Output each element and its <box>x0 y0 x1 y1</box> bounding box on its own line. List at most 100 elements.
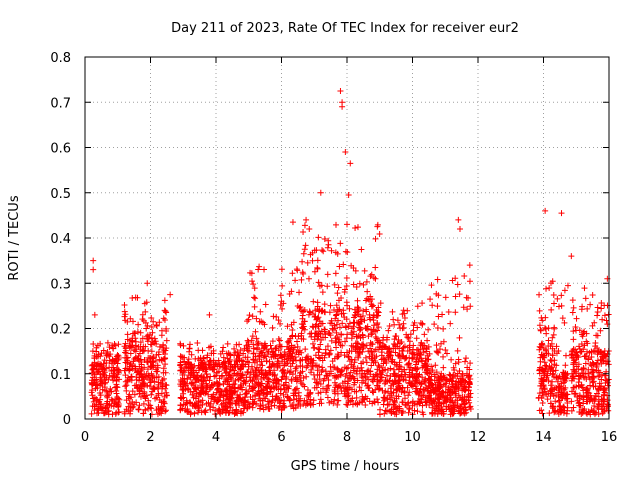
data-point <box>570 328 577 335</box>
data-point <box>336 338 343 345</box>
data-point <box>383 360 390 367</box>
data-point <box>587 382 594 389</box>
data-point <box>372 275 379 282</box>
data-point <box>317 396 324 403</box>
data-point <box>564 282 571 289</box>
data-point <box>296 289 303 296</box>
data-point <box>278 406 285 413</box>
data-point <box>593 409 600 416</box>
data-point <box>310 324 317 331</box>
data-point <box>396 382 403 389</box>
y-tick-label: 0.3 <box>50 277 71 292</box>
data-point <box>319 364 326 371</box>
data-point <box>550 331 557 338</box>
data-point <box>108 396 115 403</box>
data-point <box>224 407 231 414</box>
data-point <box>270 313 277 320</box>
data-point <box>333 329 340 336</box>
data-point <box>433 377 440 384</box>
data-point <box>127 315 134 322</box>
data-point <box>601 352 608 359</box>
data-point <box>89 392 96 399</box>
data-point <box>455 216 462 223</box>
data-point <box>396 353 403 360</box>
data-point <box>362 354 369 361</box>
data-point <box>195 405 202 412</box>
data-point <box>372 371 379 378</box>
data-point <box>350 323 357 330</box>
data-point <box>559 315 566 322</box>
data-point <box>333 321 340 328</box>
data-point <box>337 87 344 94</box>
data-point <box>312 362 319 369</box>
data-point <box>102 405 109 412</box>
data-point <box>391 370 398 377</box>
data-point <box>545 377 552 384</box>
data-point <box>189 402 196 409</box>
data-point <box>396 359 403 366</box>
data-point <box>153 352 160 359</box>
data-point <box>364 395 371 402</box>
data-point <box>218 388 225 395</box>
data-point <box>541 359 548 366</box>
data-point <box>536 370 543 377</box>
data-point <box>246 383 253 390</box>
data-point <box>352 400 359 407</box>
data-point <box>374 320 381 327</box>
data-point <box>578 366 585 373</box>
data-point <box>238 408 245 415</box>
data-point <box>257 397 264 404</box>
data-point <box>384 402 391 409</box>
data-point <box>380 401 387 408</box>
data-point <box>249 404 256 411</box>
data-point <box>162 408 169 415</box>
data-point <box>458 401 465 408</box>
data-point <box>575 343 582 350</box>
data-point <box>413 375 420 382</box>
data-point <box>97 380 104 387</box>
data-point <box>280 369 287 376</box>
data-point <box>163 382 170 389</box>
data-point <box>215 368 222 375</box>
data-point <box>312 330 319 337</box>
data-point <box>332 315 339 322</box>
data-point <box>215 385 222 392</box>
data-point <box>360 342 367 349</box>
data-point <box>132 335 139 342</box>
data-point <box>253 367 260 374</box>
data-point <box>348 329 355 336</box>
data-point <box>435 292 442 299</box>
data-point <box>97 392 104 399</box>
data-point <box>230 381 237 388</box>
data-point <box>342 384 349 391</box>
data-point <box>154 362 161 369</box>
data-point <box>384 408 391 415</box>
data-point <box>393 408 400 415</box>
data-point <box>288 288 295 295</box>
data-point <box>417 352 424 359</box>
data-point <box>262 353 269 360</box>
data-point <box>545 337 552 344</box>
data-point <box>373 353 380 360</box>
data-point <box>590 373 597 380</box>
data-point <box>298 380 305 387</box>
data-point <box>129 404 136 411</box>
data-point <box>186 341 193 348</box>
data-point <box>302 346 309 353</box>
data-point <box>369 330 376 337</box>
data-point <box>375 362 382 369</box>
data-point <box>364 288 371 295</box>
data-point <box>143 299 150 306</box>
data-point <box>430 386 437 393</box>
data-point <box>466 379 473 386</box>
data-point <box>537 358 544 365</box>
data-point <box>285 346 292 353</box>
data-point <box>278 352 285 359</box>
data-point <box>454 281 461 288</box>
data-point <box>284 367 291 374</box>
data-point <box>419 320 426 327</box>
data-point <box>91 311 98 318</box>
data-point <box>366 311 373 318</box>
data-point <box>573 363 580 370</box>
data-point <box>235 376 242 383</box>
